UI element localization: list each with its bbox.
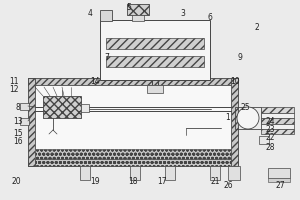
Text: 9: 9 xyxy=(238,52,242,62)
Text: 7: 7 xyxy=(105,52,110,62)
Bar xyxy=(268,168,290,178)
Text: 25: 25 xyxy=(240,104,250,112)
Text: 5: 5 xyxy=(127,3,131,12)
Text: 26: 26 xyxy=(223,180,233,190)
Bar xyxy=(165,166,175,180)
Text: 17: 17 xyxy=(157,178,167,186)
Bar xyxy=(28,78,35,166)
Bar xyxy=(259,136,269,144)
Text: 21: 21 xyxy=(210,178,220,186)
Text: 13: 13 xyxy=(13,117,23,127)
Text: 11: 11 xyxy=(9,77,19,86)
Bar xyxy=(80,166,90,180)
Bar xyxy=(147,85,163,93)
Bar xyxy=(268,178,290,182)
Bar xyxy=(28,159,238,166)
Text: 10: 10 xyxy=(230,77,240,86)
Bar xyxy=(261,113,294,118)
Text: 12: 12 xyxy=(9,86,19,95)
Text: 15: 15 xyxy=(13,129,23,138)
Bar xyxy=(261,129,294,134)
Bar xyxy=(20,118,29,125)
Bar xyxy=(81,104,89,112)
Bar xyxy=(35,85,231,159)
Text: 24: 24 xyxy=(265,117,275,127)
Text: 22: 22 xyxy=(265,134,275,142)
Text: 19: 19 xyxy=(90,178,100,186)
Text: 16: 16 xyxy=(13,138,23,146)
Bar xyxy=(210,166,220,180)
Bar xyxy=(228,166,240,180)
Bar xyxy=(43,96,81,118)
Text: 23: 23 xyxy=(265,126,275,134)
Bar xyxy=(106,56,204,67)
Text: 28: 28 xyxy=(265,144,275,152)
Bar xyxy=(132,15,144,21)
Bar xyxy=(106,38,204,49)
Text: 6: 6 xyxy=(208,14,212,22)
Bar xyxy=(35,149,231,159)
Bar xyxy=(28,78,238,85)
Text: 27: 27 xyxy=(275,180,285,190)
Bar xyxy=(100,20,210,80)
Bar xyxy=(20,103,29,110)
Bar xyxy=(100,10,112,21)
Text: 14: 14 xyxy=(90,77,100,86)
Bar xyxy=(261,124,294,129)
Bar xyxy=(261,118,294,124)
Bar xyxy=(231,78,238,166)
Bar xyxy=(130,166,140,180)
Bar xyxy=(235,107,261,129)
Text: 4: 4 xyxy=(88,8,92,18)
Bar xyxy=(127,4,149,15)
Text: 3: 3 xyxy=(181,8,185,18)
Circle shape xyxy=(237,107,259,129)
Text: 2: 2 xyxy=(255,23,260,32)
Text: 20: 20 xyxy=(11,178,21,186)
Text: 18: 18 xyxy=(128,178,138,186)
Text: 1: 1 xyxy=(226,114,230,122)
Bar xyxy=(261,107,294,113)
Text: 8: 8 xyxy=(16,104,20,112)
